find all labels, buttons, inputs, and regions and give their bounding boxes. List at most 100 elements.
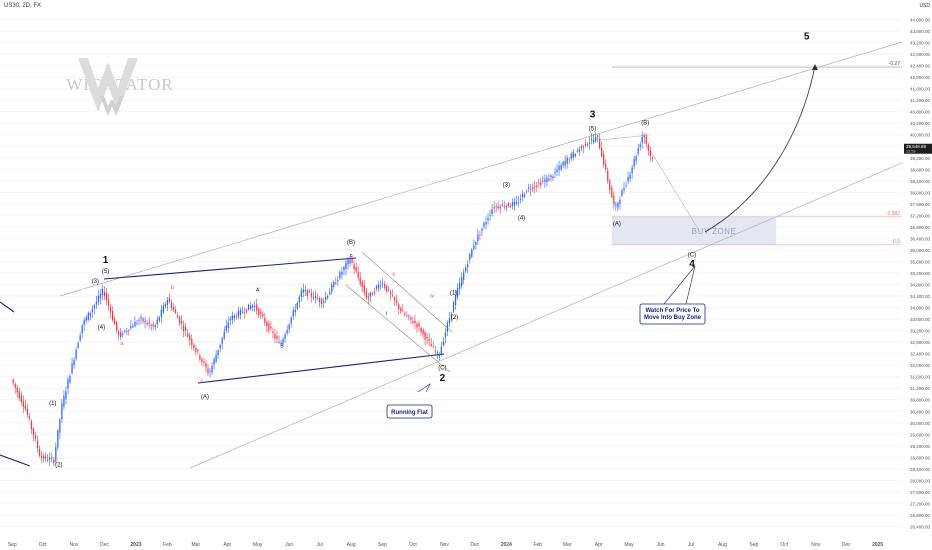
candle-body	[359, 277, 361, 285]
candle-body	[18, 391, 20, 399]
candle-body	[57, 430, 59, 448]
candle-body	[568, 159, 570, 161]
candle-body	[481, 228, 483, 231]
candle-body	[505, 206, 507, 208]
candle-body	[491, 209, 493, 215]
price-axis[interactable]: 44,000.00 43,600.00 43,200.00 42,800.00 42,4…	[902, 0, 932, 550]
time-tick-label: Sep	[749, 542, 758, 548]
price-tick-label: 43,200.00	[910, 41, 931, 46]
candle-body	[383, 284, 386, 288]
candle-body	[290, 317, 292, 324]
time-tick-label: Feb	[163, 542, 172, 548]
candle-body	[515, 201, 518, 204]
candle-body	[534, 186, 536, 188]
candle-body	[487, 218, 489, 221]
candle-body	[164, 304, 167, 307]
candle-body	[77, 343, 79, 348]
candle-body	[262, 313, 264, 317]
price-tick-label: 28,000.00	[910, 478, 931, 483]
candle-body	[260, 312, 262, 315]
candle-body	[485, 221, 487, 225]
candle-body	[544, 179, 546, 182]
candle-body	[329, 291, 331, 295]
candle-body	[469, 253, 471, 260]
running-flat-box	[386, 404, 433, 419]
candle-body	[550, 175, 552, 178]
candle-body	[536, 185, 538, 187]
price-tick-label: 28,800.00	[910, 455, 931, 460]
time-tick-label: Dec	[100, 542, 109, 548]
candle-body	[264, 317, 266, 323]
candle-body	[428, 338, 430, 341]
candle-body	[166, 299, 169, 306]
candlestick-series	[12, 131, 654, 467]
candle-body	[586, 144, 589, 146]
candle-body	[79, 335, 81, 341]
candle-body	[227, 322, 229, 329]
projection-arrowhead	[812, 64, 818, 70]
price-tick-label: 40,000.00	[910, 133, 931, 138]
candle-body	[347, 259, 349, 265]
buy-zone-callout-line: Move Into Buy Zone	[644, 315, 702, 321]
candle-body	[548, 178, 550, 181]
price-tick-label: 27,200.00	[910, 501, 931, 506]
candle-body	[576, 150, 578, 152]
candle-body	[471, 249, 473, 258]
candle-body	[373, 291, 376, 294]
price-tick-label: 30,400.00	[910, 409, 931, 414]
time-axis[interactable]: Sep Oct Nov Dec 2023 Feb Mar Apr May Jun Jul Aug Sep…	[0, 538, 932, 550]
candle-body	[71, 363, 73, 374]
candle-body	[594, 137, 597, 142]
time-tick-label: Oct	[409, 542, 417, 548]
candle-body	[24, 405, 26, 409]
candle-body	[404, 313, 406, 315]
candle-body	[353, 264, 355, 270]
candle-body	[67, 379, 69, 389]
candle-body	[519, 199, 522, 200]
price-tick-label: 42,400.00	[910, 64, 931, 69]
candle-body	[436, 352, 438, 354]
candle-body	[49, 457, 51, 460]
wave-label: (C)	[438, 365, 446, 371]
candle-body	[651, 157, 654, 159]
price-tick-label: 34,800.00	[910, 283, 931, 288]
candle-body	[28, 416, 31, 419]
candle-body	[430, 343, 432, 346]
wave-label: (1)	[450, 291, 457, 297]
candle-body	[390, 292, 392, 294]
candle-body	[325, 296, 327, 301]
candle-body	[14, 383, 16, 388]
candle-body	[647, 144, 649, 151]
candle-body	[412, 321, 414, 323]
candle-body	[89, 312, 91, 317]
candle-body	[450, 313, 453, 317]
candle-body	[426, 337, 428, 339]
candle-body	[617, 203, 619, 208]
candle-body	[95, 301, 98, 305]
candle-body	[509, 206, 511, 208]
candle-body	[611, 187, 613, 198]
candle-body	[335, 282, 337, 284]
time-tick-label: Aug	[347, 542, 356, 548]
price-tick-label: 41,200.00	[910, 98, 931, 103]
candle-body	[605, 164, 607, 170]
price-axis-bg	[902, 0, 932, 550]
candle-body	[603, 154, 605, 166]
price-tick-label: 38,800.00	[910, 167, 931, 172]
candle-body	[643, 135, 645, 138]
candle-body	[349, 259, 351, 264]
candle-body	[300, 290, 302, 297]
candle-body	[203, 361, 205, 363]
candle-body	[392, 295, 394, 297]
candle-body	[601, 147, 603, 157]
price-tick-label: 37,200.00	[910, 213, 931, 218]
buy-zone-callout-line: Watch For Price To	[645, 308, 699, 314]
candle-body	[517, 202, 520, 204]
candle-body	[61, 403, 63, 420]
candle-body	[649, 150, 652, 157]
candle-body	[369, 292, 371, 297]
candle-body	[217, 350, 219, 356]
time-axis-bg	[0, 538, 932, 550]
projection-curve	[704, 65, 816, 233]
